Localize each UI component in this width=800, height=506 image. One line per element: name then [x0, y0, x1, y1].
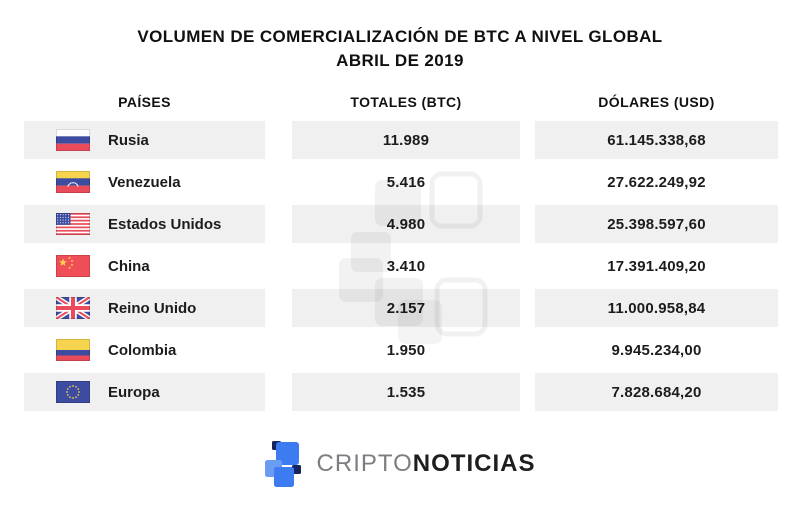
country-label: Rusia: [108, 131, 149, 149]
usd-total-cell: 9.945.234,00: [535, 331, 778, 369]
column-header-totales: TOTALES (BTC): [350, 94, 462, 110]
column-gap: [265, 121, 292, 159]
table-row: Venezuela 5.416 27.622.249,92: [0, 163, 800, 201]
btc-total-value: 11.989: [382, 131, 430, 149]
title-line2: ABRIL DE 2019: [336, 51, 464, 70]
country-cell: Estados Unidos: [24, 205, 265, 243]
usd-total-cell: 7.828.684,20: [535, 373, 778, 411]
europe-flag-icon: [56, 381, 90, 403]
btc-total-cell: 5.416: [292, 163, 520, 201]
column-gap: [520, 289, 535, 327]
uk-flag-icon: [56, 297, 90, 319]
usd-total-cell: 11.000.958,84: [535, 289, 778, 327]
china-flag-icon: [56, 255, 90, 277]
usd-total-value: 7.828.684,20: [611, 383, 702, 401]
country-cell: Reino Unido: [24, 289, 265, 327]
btc-total-value: 5.416: [386, 173, 426, 191]
column-gap: [265, 331, 292, 369]
country-label: Colombia: [108, 341, 177, 359]
country-label: Europa: [108, 383, 160, 401]
column-gap: [520, 247, 535, 285]
usd-total-value: 25.398.597,60: [607, 215, 706, 233]
btc-total-cell: 4.980: [292, 205, 520, 243]
country-cell: Europa: [24, 373, 265, 411]
country-cell: Rusia: [24, 121, 265, 159]
country-label: Reino Unido: [108, 299, 197, 317]
btc-total-value: 1.950: [386, 341, 426, 359]
usd-total-cell: 27.622.249,92: [535, 163, 778, 201]
brand-text-noticias: NOTICIAS: [412, 450, 536, 477]
usd-total-cell: 25.398.597,60: [535, 205, 778, 243]
country-label: China: [108, 257, 150, 275]
column-gap: [520, 331, 535, 369]
usd-total-value: 27.622.249,92: [607, 173, 706, 191]
title-line1: VOLUMEN DE COMERCIALIZACIÓN DE BTC A NIV…: [137, 27, 663, 46]
table-row: Reino Unido 2.157 11.000.958,84: [0, 289, 800, 327]
table-row: Rusia 11.989 61.145.338,68: [0, 121, 800, 159]
column-gap: [265, 289, 292, 327]
country-cell: Venezuela: [24, 163, 265, 201]
usd-total-value: 61.145.338,68: [607, 131, 706, 149]
brand-footer: CRIPTONOTICIAS: [0, 441, 800, 487]
table-body: Rusia 11.989 61.145.338,68 Venezuela 5.416 2…: [0, 121, 800, 411]
colombia-flag-icon: [56, 339, 90, 361]
btc-total-cell: 1.950: [292, 331, 520, 369]
usd-total-cell: 61.145.338,68: [535, 121, 778, 159]
btc-total-value: 4.980: [386, 215, 426, 233]
column-gap: [520, 373, 535, 411]
brand-wordmark: CRIPTONOTICIAS: [317, 441, 536, 487]
brand-text-cripto: CRIPTO: [316, 450, 413, 477]
column-gap: [265, 163, 292, 201]
column-gap: [265, 247, 292, 285]
country-cell: China: [24, 247, 265, 285]
btc-total-cell: 11.989: [292, 121, 520, 159]
venezuela-flag-icon: [56, 171, 90, 193]
column-header-paises: PAÍSES: [118, 94, 171, 110]
country-label: Estados Unidos: [108, 215, 222, 233]
table-row: Europa 1.535 7.828.684,20: [0, 373, 800, 411]
usd-total-value: 17.391.409,20: [607, 257, 706, 275]
country-label: Venezuela: [108, 173, 181, 191]
country-cell: Colombia: [24, 331, 265, 369]
table-row: Colombia 1.950 9.945.234,00: [0, 331, 800, 369]
btc-total-cell: 2.157: [292, 289, 520, 327]
usd-total-cell: 17.391.409,20: [535, 247, 778, 285]
table-header: PAÍSES TOTALES (BTC) DÓLARES (USD): [0, 89, 800, 115]
usa-flag-icon: [56, 213, 90, 235]
page-title: VOLUMEN DE COMERCIALIZACIÓN DE BTC A NIV…: [0, 0, 800, 73]
column-gap: [520, 163, 535, 201]
usd-total-value: 9.945.234,00: [611, 341, 702, 359]
table-row: Estados Unidos 4.980 25.398.597,60: [0, 205, 800, 243]
criptonoticias-logo-icon: [264, 441, 303, 487]
btc-total-cell: 3.410: [292, 247, 520, 285]
column-gap: [520, 121, 535, 159]
btc-total-value: 3.410: [386, 257, 426, 275]
table-row: China 3.410 17.391.409,20: [0, 247, 800, 285]
column-gap: [520, 205, 535, 243]
column-gap: [265, 205, 292, 243]
usd-total-value: 11.000.958,84: [607, 299, 706, 317]
column-header-dolares: DÓLARES (USD): [598, 94, 715, 110]
column-gap: [265, 373, 292, 411]
btc-total-value: 2.157: [386, 299, 426, 317]
btc-total-cell: 1.535: [292, 373, 520, 411]
btc-total-value: 1.535: [386, 383, 426, 401]
russia-flag-icon: [56, 129, 90, 151]
